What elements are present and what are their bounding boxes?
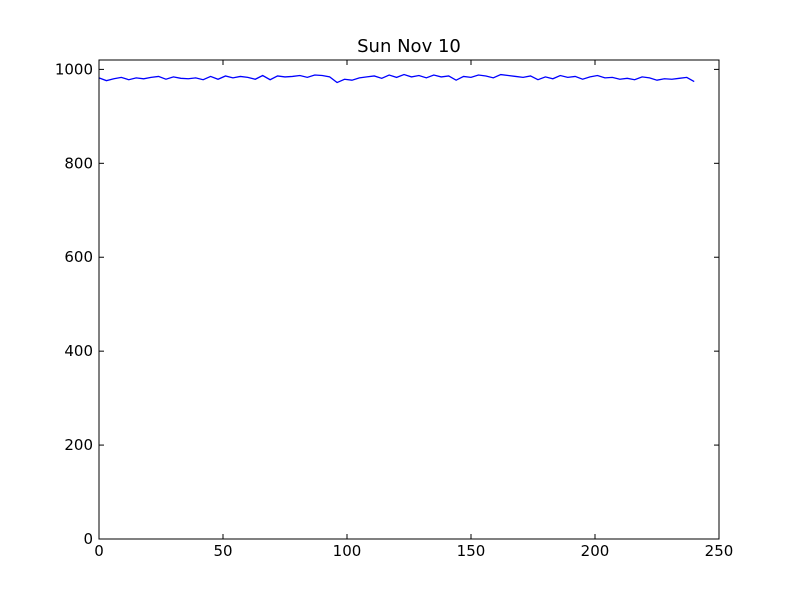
y-tick-label: 1000 (55, 60, 93, 78)
x-tick-label: 200 (581, 542, 610, 560)
chart-title: Sun Nov 10 (357, 36, 461, 57)
data-line (98, 73, 695, 84)
y-tick-label: 0 (83, 530, 93, 548)
y-tick-label: 400 (64, 342, 93, 360)
y-tick-label: 600 (64, 248, 93, 266)
x-tick-label: 100 (333, 542, 362, 560)
x-tick-label: 0 (94, 542, 104, 560)
y-tick-label: 800 (64, 154, 93, 172)
x-tick-label: 250 (705, 542, 734, 560)
plot-frame (98, 59, 720, 540)
x-tick-label: 50 (213, 542, 232, 560)
y-tick-label: 200 (64, 436, 93, 454)
x-tick-label: 150 (457, 542, 486, 560)
